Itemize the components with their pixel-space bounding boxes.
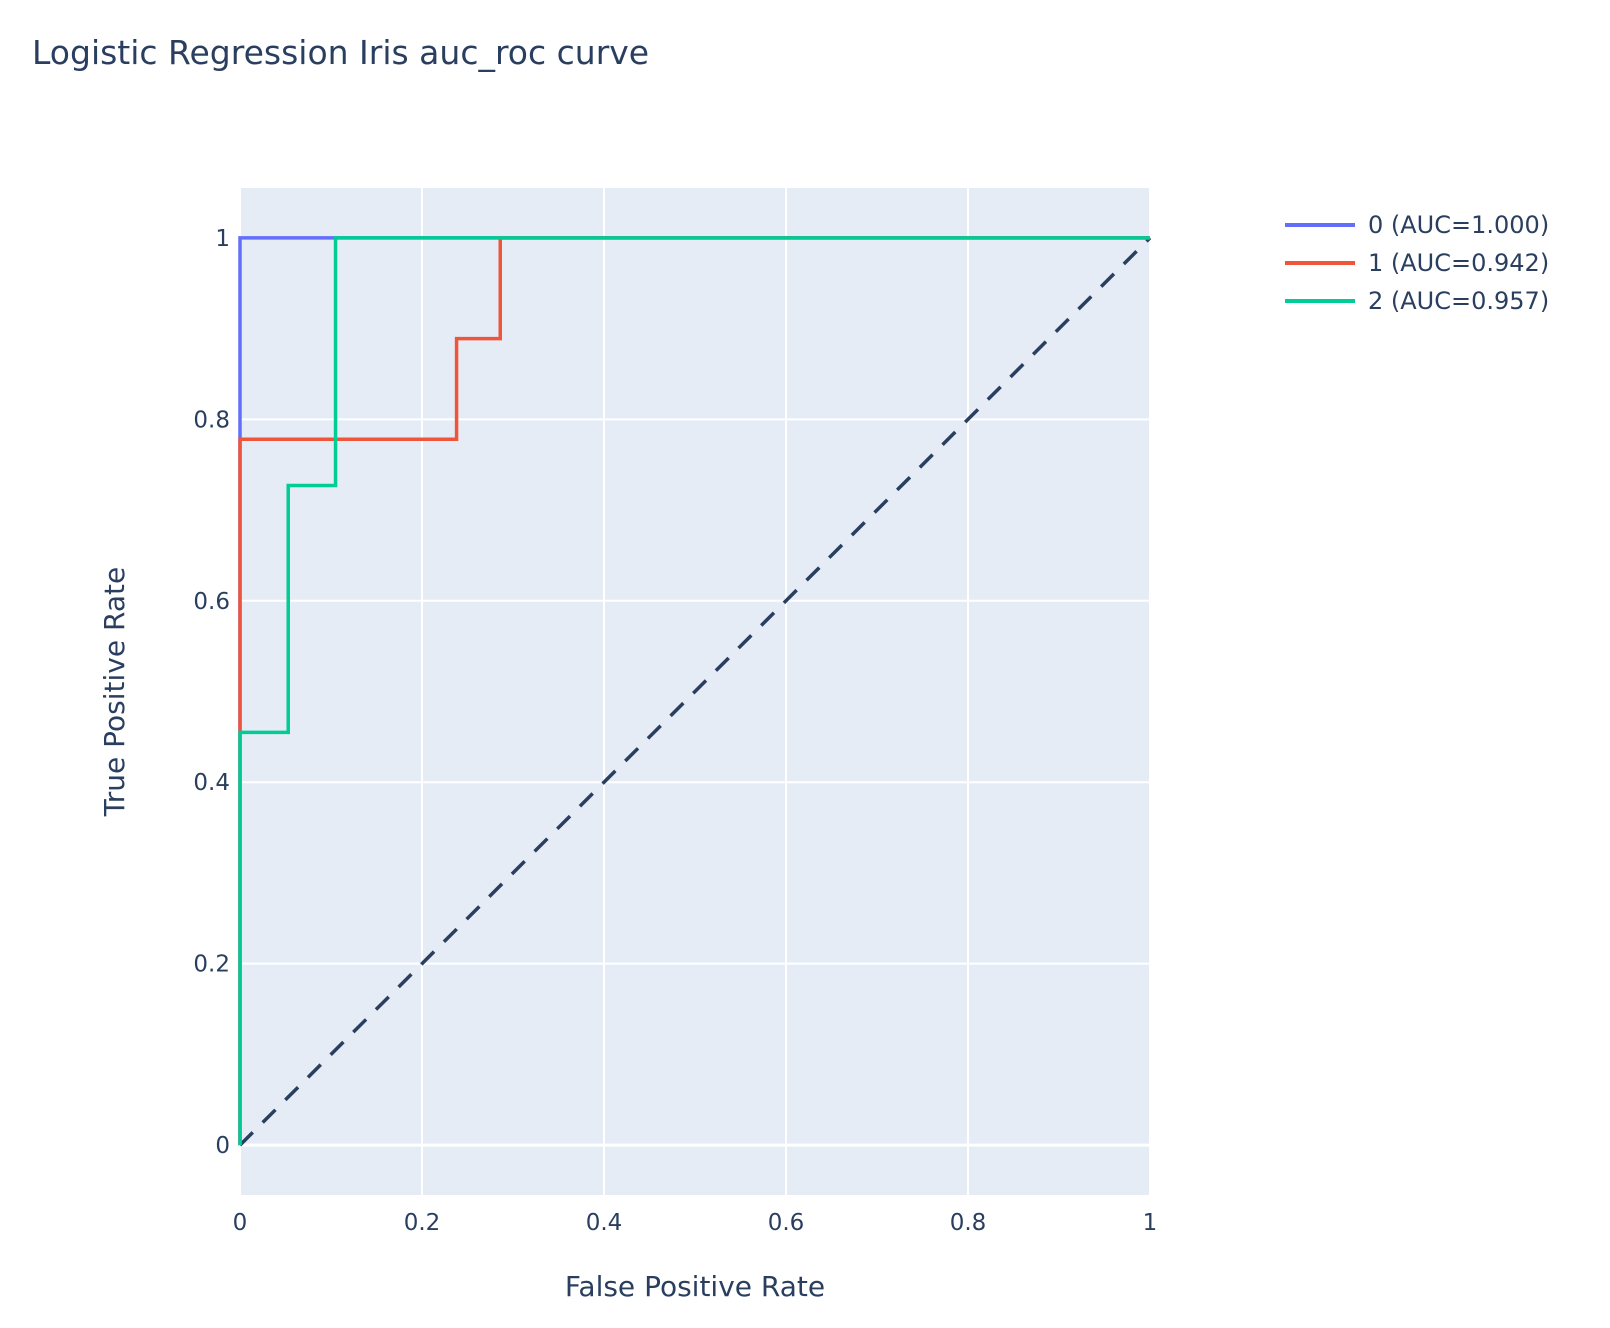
- x-tick-label: 0: [233, 1210, 248, 1236]
- chart-title: Logistic Regression Iris auc_roc curve: [32, 33, 649, 72]
- y-tick-label: 0.4: [193, 770, 230, 796]
- y-tick-label: 0.2: [193, 952, 230, 978]
- x-tick-label: 0.6: [768, 1210, 805, 1236]
- grid-lines: [239, 188, 1151, 1195]
- x-tick-label: 0.2: [404, 1210, 441, 1236]
- x-tick-labels: 0 0.2 0.4 0.6 0.8 1: [233, 1210, 1158, 1236]
- y-tick-label: 0: [215, 1133, 230, 1159]
- y-tick-label: 1: [215, 226, 230, 252]
- y-tick-label: 0.6: [193, 589, 230, 615]
- x-axis-title: False Positive Rate: [565, 1270, 825, 1303]
- y-axis-title: True Positive Rate: [98, 567, 131, 817]
- y-tick-labels: 0 0.2 0.4 0.6 0.8 1: [193, 226, 230, 1159]
- x-tick-label: 0.8: [950, 1210, 987, 1236]
- series-line-2: [238, 236, 1150, 1146]
- x-tick-label: 0.4: [586, 1210, 623, 1236]
- legend-label-1: 1 (AUC=0.942): [1368, 249, 1549, 277]
- x-tick-label: 1: [1143, 1210, 1158, 1236]
- y-tick-label: 0.8: [193, 407, 230, 433]
- legend: 0 (AUC=1.000) 1 (AUC=0.942) 2 (AUC=0.957): [1285, 211, 1549, 315]
- diagonal-reference-line: [238, 236, 1152, 1147]
- legend-label-2: 2 (AUC=0.957): [1368, 287, 1549, 315]
- legend-label-0: 0 (AUC=1.000): [1368, 211, 1549, 239]
- series-lines: [238, 236, 1152, 1147]
